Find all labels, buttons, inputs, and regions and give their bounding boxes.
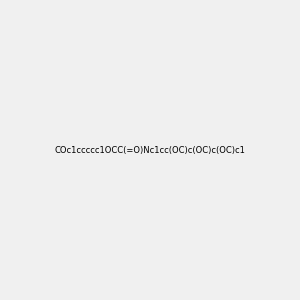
Text: COc1ccccc1OCC(=O)Nc1cc(OC)c(OC)c(OC)c1: COc1ccccc1OCC(=O)Nc1cc(OC)c(OC)c(OC)c1 bbox=[55, 146, 245, 154]
